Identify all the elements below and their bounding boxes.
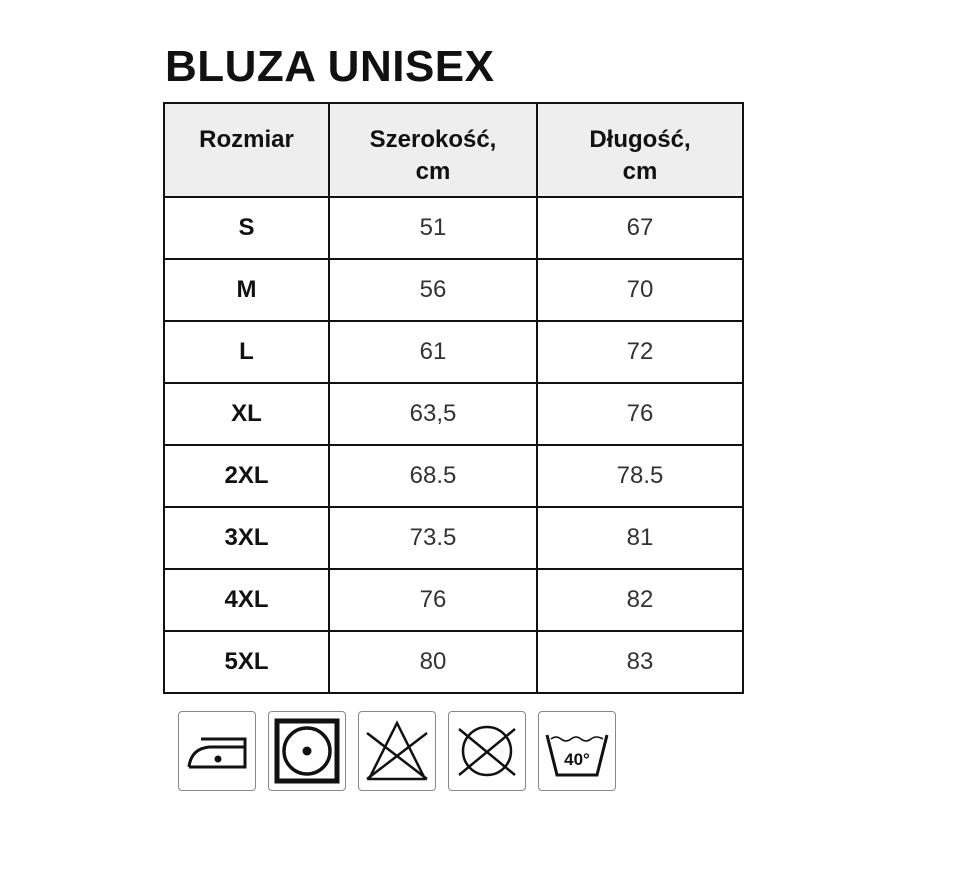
wash-temperature-label: 40° (564, 750, 590, 769)
header-length: Długość, cm (536, 102, 744, 198)
cell-size: 4XL (163, 568, 330, 632)
header-width-label: Szerokość, (369, 126, 497, 153)
size-table: Rozmiar Szerokość, cm Długość, cm S 51 67 M 56… (163, 102, 744, 694)
table-row: M 56 70 (163, 258, 744, 322)
do-not-dry-clean-icon (448, 711, 526, 791)
cell-size: L (163, 320, 330, 384)
cell-width: 80 (328, 630, 538, 694)
cell-size: 3XL (163, 506, 330, 570)
cell-width: 51 (328, 196, 538, 260)
table-row: XL 63,5 76 (163, 382, 744, 446)
care-icons: 40° (178, 711, 616, 791)
page-title: BLUZA UNISEX (165, 42, 495, 91)
cell-size: M (163, 258, 330, 322)
cell-size: 2XL (163, 444, 330, 508)
cell-width: 63,5 (328, 382, 538, 446)
cell-length: 81 (536, 506, 744, 570)
cell-width: 76 (328, 568, 538, 632)
header-length-label: Długość, (589, 126, 691, 153)
wash-40-icon: 40° (538, 711, 616, 791)
table-row: L 61 72 (163, 320, 744, 384)
cell-length: 70 (536, 258, 744, 322)
cell-width: 56 (328, 258, 538, 322)
header-width-unit: cm (415, 158, 451, 185)
table-row: S 51 67 (163, 196, 744, 260)
header-width: Szerokość, cm (328, 102, 538, 198)
header-length-unit: cm (622, 158, 658, 185)
do-not-bleach-icon (358, 711, 436, 791)
table-row: 3XL 73.5 81 (163, 506, 744, 570)
table-row: 2XL 68.5 78.5 (163, 444, 744, 508)
cell-length: 72 (536, 320, 744, 384)
iron-low-heat-icon (178, 711, 256, 791)
table-header-row: Rozmiar Szerokość, cm Długość, cm (163, 102, 744, 198)
cell-width: 68.5 (328, 444, 538, 508)
table-row: 5XL 80 83 (163, 630, 744, 694)
cell-length: 82 (536, 568, 744, 632)
header-size: Rozmiar (163, 102, 330, 198)
cell-width: 61 (328, 320, 538, 384)
cell-size: XL (163, 382, 330, 446)
cell-length: 76 (536, 382, 744, 446)
header-size-label: Rozmiar (199, 126, 294, 153)
cell-width: 73.5 (328, 506, 538, 570)
cell-length: 83 (536, 630, 744, 694)
cell-size: 5XL (163, 630, 330, 694)
cell-length: 67 (536, 196, 744, 260)
tumble-dry-low-icon (268, 711, 346, 791)
cell-size: S (163, 196, 330, 260)
table-row: 4XL 76 82 (163, 568, 744, 632)
cell-length: 78.5 (536, 444, 744, 508)
